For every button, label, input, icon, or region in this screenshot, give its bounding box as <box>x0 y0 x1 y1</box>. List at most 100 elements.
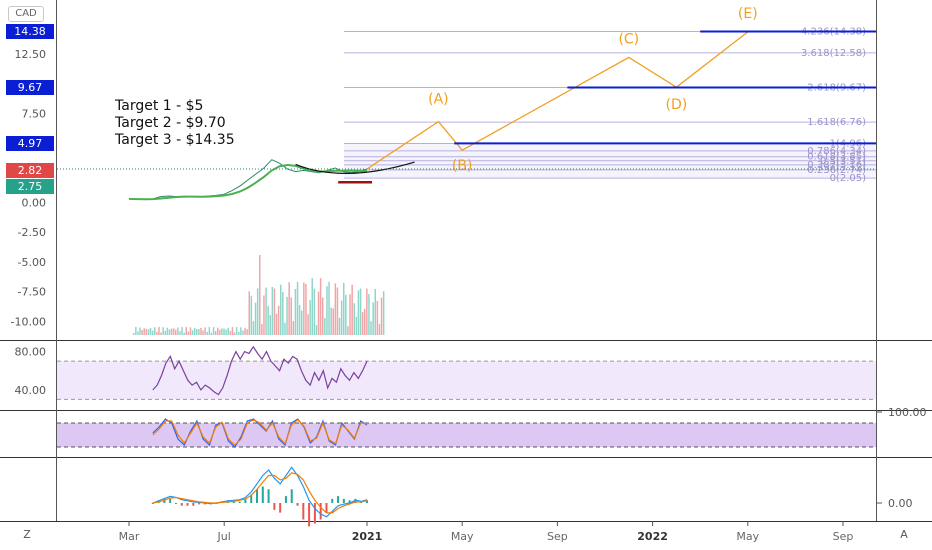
time-tick-label: May <box>451 530 474 543</box>
fib-level-label: 0.5(3.51) <box>820 156 866 167</box>
volume-bar <box>376 300 379 335</box>
wave-label: (A) <box>428 92 449 108</box>
volume-bar <box>317 291 320 335</box>
auto-scale-button[interactable]: A <box>900 528 908 541</box>
macd-histogram-bar <box>279 503 282 513</box>
rsi-pane: 80.00 40.00 <box>15 345 876 400</box>
volume-bar <box>244 327 246 335</box>
wave-path <box>366 31 749 170</box>
elliott-wave-projection[interactable]: (A) (B) (C) (D) (E) <box>366 6 758 174</box>
target-lines[interactable] <box>57 30 876 170</box>
macd-line <box>152 472 368 514</box>
volume-bar <box>303 282 305 335</box>
volume-bar <box>181 327 183 335</box>
price-series <box>128 159 415 201</box>
volume-bar <box>298 305 301 335</box>
macd-line <box>152 466 368 518</box>
volume-bar <box>248 291 250 335</box>
macd-histogram-bar <box>169 498 172 503</box>
time-tick-label: Sep <box>833 530 854 543</box>
macd-histogram-bar <box>308 503 311 527</box>
currency-badge[interactable]: CAD <box>8 6 44 22</box>
volume-bar <box>221 328 223 335</box>
volume-bar <box>301 310 303 335</box>
price-tick-label: 0.00 <box>22 197 47 210</box>
time-tick-label: Mar <box>119 530 140 543</box>
price-line <box>128 159 368 201</box>
volume-bar <box>296 281 299 335</box>
volume-bar <box>286 296 288 335</box>
volume-bar <box>229 331 232 335</box>
volume-bar <box>340 300 343 335</box>
volume-bar <box>210 332 213 335</box>
macd-histogram-bar <box>256 489 259 503</box>
volume-bar <box>378 324 381 335</box>
target-3-text: Target 3 - $14.35 <box>115 132 235 148</box>
fibonacci-extension[interactable]: 4.236(14.38)3.618(12.58)2.618(9.67)1.618… <box>344 27 876 185</box>
macd-histogram-bar <box>342 498 345 503</box>
volume-bar <box>332 308 334 335</box>
time-tick-label: Jul <box>217 530 231 543</box>
volume-bar <box>382 291 385 335</box>
macd-histogram-bar <box>261 486 264 503</box>
volume-bar <box>355 316 358 335</box>
volume-bar <box>374 288 376 335</box>
fib-level-label: 0.382(3.16) <box>807 160 866 171</box>
price-tick-label: -10.00 <box>11 315 46 328</box>
time-axis[interactable]: Mar Jul 2021 May Sep 2022 May Sep <box>119 521 854 543</box>
volume-bar <box>158 327 160 335</box>
volume-bar <box>139 327 141 335</box>
price-tick-label: 12.50 <box>15 48 47 61</box>
volume-bar <box>256 288 259 335</box>
volume-bar <box>282 291 284 335</box>
volume-bar <box>168 329 171 335</box>
macd-histogram-bar <box>284 496 287 503</box>
volume-bar <box>183 332 185 335</box>
volume-bar <box>311 278 313 335</box>
volume-bar <box>368 294 370 335</box>
volume-bar <box>214 331 217 335</box>
macd-histogram-bar <box>313 503 316 524</box>
price-tick-label: -2.50 <box>18 226 46 239</box>
macd-histogram-bar <box>198 503 201 505</box>
target-2-text: Target 2 - $9.70 <box>115 115 226 131</box>
price-badge: 2.75 <box>6 179 54 194</box>
volume-bar <box>238 331 240 335</box>
volume-bar <box>250 295 253 335</box>
volume-bar <box>273 288 276 335</box>
macd-pane: 0.00 <box>151 466 913 527</box>
volume-bar <box>133 333 135 335</box>
volume-bar <box>166 327 169 335</box>
price-axis[interactable]: 12.507.502.500.00-2.50-5.00-7.50-10.00 <box>11 48 46 329</box>
volume-bar <box>254 302 257 335</box>
stochastic-pane: 100.00 <box>57 406 927 448</box>
volume-bar <box>347 326 349 335</box>
volume-bar <box>233 332 236 335</box>
volume-bar <box>265 287 267 335</box>
volume-bar <box>185 327 187 335</box>
volume-bar <box>252 321 255 335</box>
macd-histogram-bar <box>296 503 299 506</box>
wave-label: (E) <box>738 6 758 22</box>
volume-bar <box>307 314 309 335</box>
volume-bar <box>212 327 215 335</box>
zoom-reset-button[interactable]: Z <box>23 528 31 541</box>
fib-level-label: 0(2.05) <box>830 173 867 184</box>
volume-bar <box>284 322 286 335</box>
volume-bar <box>259 255 261 335</box>
macd-histogram-bar <box>319 503 322 520</box>
macd-histogram-bar <box>174 503 177 504</box>
rsi-line <box>152 345 368 396</box>
macd-histogram-bar <box>180 503 183 506</box>
price-badge: 2.82 <box>6 163 54 178</box>
volume-bar <box>154 327 156 335</box>
macd-histogram-bar <box>337 496 340 503</box>
macd-histogram-bar <box>366 500 368 503</box>
volume-bar <box>290 297 292 335</box>
volume-bar <box>143 328 145 335</box>
volume-bar <box>372 302 374 335</box>
macd-histogram-bar <box>267 489 270 503</box>
volume-bar <box>179 331 181 335</box>
volume-bar <box>198 329 200 335</box>
